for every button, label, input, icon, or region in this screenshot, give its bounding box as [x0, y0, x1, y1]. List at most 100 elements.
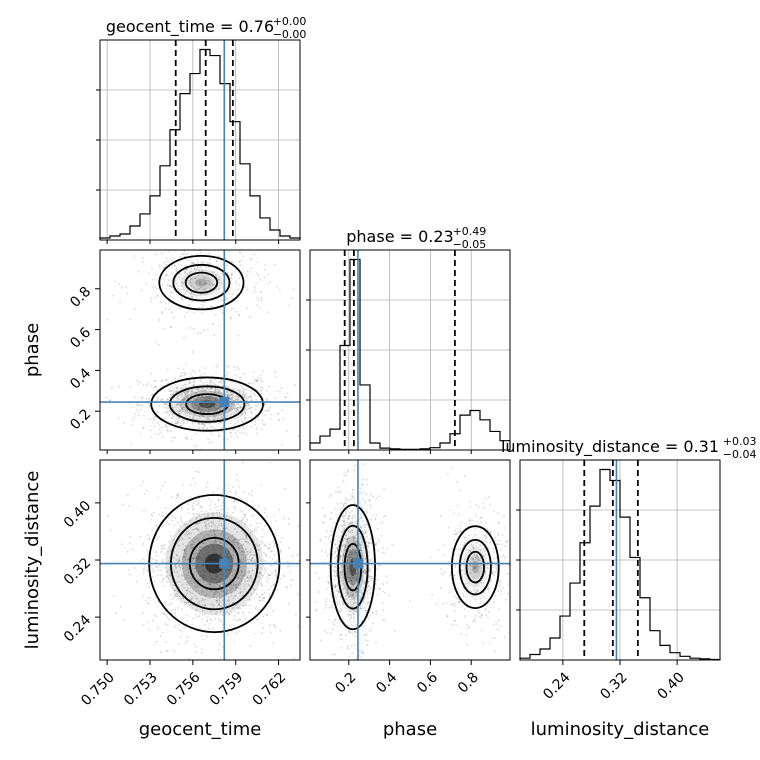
sample-point	[264, 403, 266, 406]
sample-point	[244, 559, 247, 562]
sample-point	[230, 260, 233, 263]
sample-point	[230, 403, 233, 406]
sample-point	[454, 577, 457, 580]
sample-point	[200, 550, 202, 553]
sample-point	[228, 596, 230, 598]
sample-point	[160, 568, 162, 571]
sample-point	[164, 302, 167, 305]
sample-point	[232, 602, 235, 605]
sample-point	[346, 576, 349, 579]
sample-point	[496, 628, 499, 631]
sample-point	[160, 399, 162, 401]
sample-point	[323, 515, 326, 518]
sample-point	[172, 408, 175, 411]
sample-point	[170, 496, 173, 498]
sample-point	[233, 270, 236, 273]
sample-point	[453, 619, 456, 622]
histogram-phase: phase = 0.23+0.49−0.05	[306, 225, 511, 451]
sample-point	[249, 645, 252, 647]
sample-point	[260, 389, 263, 392]
sample-point	[210, 305, 213, 308]
sample-point	[476, 554, 478, 557]
sample-point	[129, 573, 131, 576]
sample-point	[155, 524, 158, 527]
sample-point	[348, 581, 350, 583]
sample-point	[354, 609, 357, 612]
sample-point	[339, 490, 342, 493]
sample-point	[184, 386, 187, 389]
sample-point	[247, 542, 250, 545]
sample-point	[160, 651, 162, 654]
sample-point	[199, 396, 202, 399]
sample-point	[220, 421, 223, 424]
sample-point	[363, 529, 366, 531]
sample-point	[188, 403, 190, 406]
sample-point	[185, 583, 188, 586]
sample-point	[171, 417, 174, 420]
sample-point	[215, 413, 218, 416]
sample-point	[217, 278, 220, 281]
sample-point	[503, 515, 505, 518]
sample-point	[478, 615, 481, 618]
sample-point	[236, 407, 238, 410]
sample-point	[218, 600, 221, 603]
sample-point	[241, 291, 244, 294]
sample-point	[261, 584, 264, 586]
sample-point	[176, 595, 179, 598]
sample-point	[161, 631, 164, 634]
sample-point	[155, 566, 158, 569]
sample-point	[152, 278, 155, 281]
sample-point	[208, 441, 211, 444]
sample-point	[132, 418, 134, 421]
sample-point	[218, 408, 221, 411]
sample-point	[225, 374, 228, 377]
sample-point	[451, 588, 454, 590]
sample-point	[147, 582, 149, 585]
sample-point	[234, 564, 237, 566]
sample-point	[204, 425, 206, 428]
sample-point	[362, 546, 365, 549]
sample-point	[229, 578, 232, 581]
sample-point	[213, 535, 216, 538]
sample-point	[257, 583, 260, 586]
sample-point	[237, 576, 240, 579]
sample-point	[245, 537, 248, 540]
sample-point	[506, 540, 509, 543]
sample-point	[233, 538, 236, 541]
sample-point	[344, 592, 347, 594]
sample-point	[198, 549, 201, 551]
sample-point	[233, 366, 236, 369]
sample-point	[238, 247, 240, 249]
sample-point	[495, 567, 498, 570]
sample-point	[94, 484, 96, 486]
sample-point	[173, 595, 176, 598]
sample-point	[353, 551, 356, 553]
sample-point	[200, 510, 203, 513]
sample-point	[177, 599, 180, 601]
sample-point	[348, 630, 351, 633]
sample-point	[210, 378, 212, 381]
sample-point	[196, 403, 198, 406]
sample-point	[225, 545, 228, 547]
sample-point	[242, 392, 245, 394]
sample-point	[203, 261, 205, 264]
sample-point	[474, 567, 477, 570]
sample-point	[214, 397, 217, 400]
sample-point	[353, 513, 356, 516]
sample-point	[191, 560, 193, 562]
sample-point	[371, 577, 373, 580]
sample-point	[210, 603, 213, 606]
sample-point	[360, 517, 362, 520]
sample-point	[184, 545, 187, 548]
sample-point	[177, 367, 180, 370]
sample-point	[195, 586, 198, 589]
joint-content	[105, 247, 300, 450]
sample-point	[287, 522, 290, 525]
sample-point	[196, 598, 199, 600]
sample-point	[193, 582, 196, 585]
sample-point	[173, 570, 176, 573]
sample-point	[183, 422, 186, 424]
sample-point	[368, 541, 371, 544]
sample-point	[200, 594, 203, 597]
sample-point	[468, 626, 471, 629]
